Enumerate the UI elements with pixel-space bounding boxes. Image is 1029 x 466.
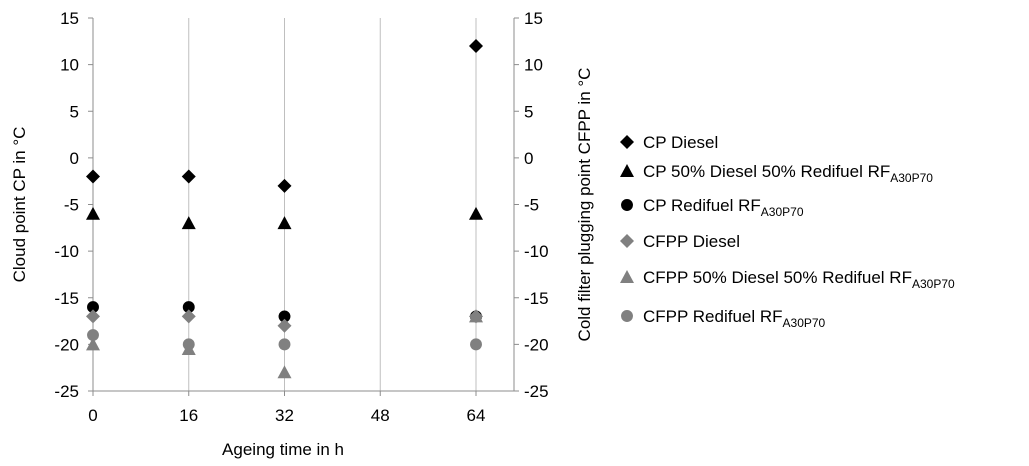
y2-tick-label: 15 xyxy=(524,9,543,28)
data-point-series-2 xyxy=(277,216,292,230)
data-points xyxy=(86,38,483,379)
y-axis-title: Cloud point CP in °C xyxy=(10,127,29,283)
legend-label: CFPP 50% Diesel 50% Redifuel RFA30P70 xyxy=(643,268,955,291)
data-point-series-6 xyxy=(278,338,291,351)
y-tick-label: 5 xyxy=(70,102,79,121)
data-point-series-6 xyxy=(470,338,482,351)
y-tick-label: -20 xyxy=(54,335,79,354)
legend-marker xyxy=(621,199,633,211)
data-point-series-4 xyxy=(86,309,100,324)
y2-tick-label: -20 xyxy=(524,335,549,354)
y-tick-label: 0 xyxy=(70,149,79,168)
y-tick-label: 10 xyxy=(60,56,79,75)
x-tick-label: 16 xyxy=(179,406,198,425)
x-tick-label: 32 xyxy=(275,406,294,425)
x-tick-label: 64 xyxy=(467,406,486,425)
y2-tick-label: -10 xyxy=(524,242,549,261)
data-point-series-3 xyxy=(278,310,291,323)
y2-tick-label: 5 xyxy=(524,102,533,121)
legend-label: CP Diesel xyxy=(643,133,718,152)
data-point-series-2 xyxy=(469,206,483,220)
data-point-series-1 xyxy=(181,169,196,184)
data-point-series-2 xyxy=(181,216,196,230)
legend-label: CP 50% Diesel 50% Redifuel RFA30P70 xyxy=(643,162,933,185)
data-point-series-4 xyxy=(277,318,292,333)
data-point-series-4 xyxy=(181,309,196,324)
data-point-series-6 xyxy=(87,329,99,341)
axes xyxy=(88,17,519,396)
data-point-series-1 xyxy=(469,38,483,53)
data-point-series-1 xyxy=(86,169,100,184)
data-point-series-5 xyxy=(86,337,100,351)
data-point-series-1 xyxy=(277,178,292,193)
y-tick-label: -15 xyxy=(54,289,79,308)
y-tick-label: -5 xyxy=(64,196,79,215)
legend-marker xyxy=(620,164,634,177)
data-point-series-2 xyxy=(86,206,100,220)
legend-label: CFPP Diesel xyxy=(643,232,740,251)
y2-tick-label: 10 xyxy=(524,56,543,75)
legend-marker xyxy=(620,270,634,283)
y-tick-label: -10 xyxy=(54,242,79,261)
x-tick-label: 48 xyxy=(371,406,390,425)
y2-axis-title: Cold filter plugging point CFPP in °C xyxy=(575,68,594,342)
data-point-series-5 xyxy=(277,365,292,379)
legend-label: CFPP Redifuel RFA30P70 xyxy=(643,307,826,330)
y2-tick-label: -25 xyxy=(524,382,549,401)
data-point-series-5 xyxy=(469,309,483,323)
y2-tick-label: 0 xyxy=(524,149,533,168)
tick-labels: 15 15 10 10 5 5 0 0 -5 -5 -10 -10 -15 -15 -20 -20 -25 -25… xyxy=(54,9,548,425)
y-tick-label: 15 xyxy=(60,9,79,28)
x-tick-label: 0 xyxy=(88,406,97,425)
legend-marker xyxy=(621,310,633,322)
data-point-series-6 xyxy=(182,338,195,351)
legend-marker xyxy=(620,234,634,248)
y-tick-label: -25 xyxy=(54,382,79,401)
y2-tick-label: -5 xyxy=(524,196,539,215)
x-axis-title: Ageing time in h xyxy=(222,440,344,459)
data-point-series-3 xyxy=(87,301,99,314)
legend: CP Diesel CP 50% Diesel 50% Redifuel RFA3… xyxy=(620,133,955,330)
legend-label: CP Redifuel RFA30P70 xyxy=(643,196,804,219)
y2-tick-label: -15 xyxy=(524,289,549,308)
grid xyxy=(188,18,477,391)
data-point-series-3 xyxy=(182,301,195,314)
legend-marker xyxy=(620,135,634,149)
